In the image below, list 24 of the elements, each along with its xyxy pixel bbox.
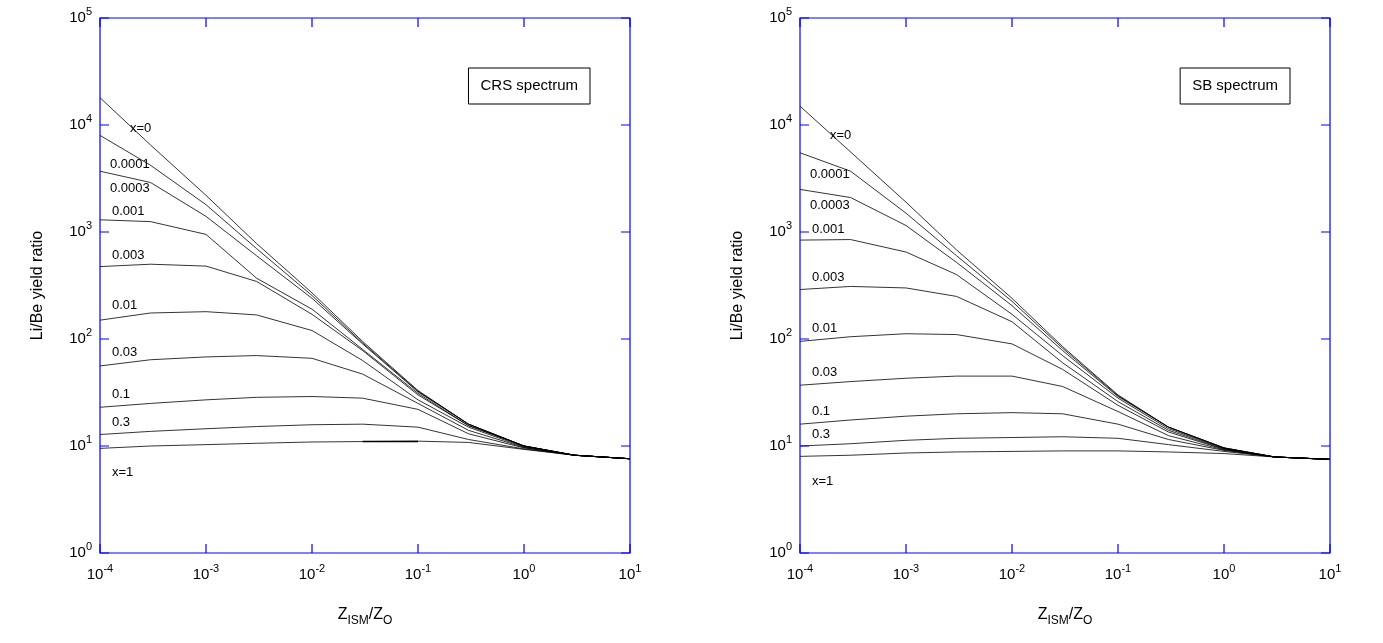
series-label: 0.3 [112,414,131,430]
series-label: 0.001 [112,202,145,218]
series-label: 0.01 [812,320,838,336]
y-axis-title: Li/Be yield ratio [28,230,46,341]
series-label: 0.03 [812,364,838,380]
series-label: 0.0003 [810,196,850,212]
series-label: 0.1 [812,403,831,419]
series-label: x=0 [830,127,852,143]
annotation: SB spectrum [1192,76,1279,94]
series-label: 0.0001 [810,166,850,182]
series-label: 0.3 [812,426,831,442]
series-label: 0.1 [112,386,131,402]
series-label: 0.01 [112,297,138,313]
series-label: 0.0001 [110,155,150,171]
series-label: x=1 [112,464,134,480]
series-label: 0.003 [812,269,845,285]
series-label: x=1 [812,473,834,489]
series-label: 0.03 [112,343,138,359]
series-label: x=0 [130,120,152,136]
series-label: 0.0003 [110,180,150,196]
y-axis-title: Li/Be yield ratio [728,230,746,341]
series-label: 0.003 [112,246,145,262]
series-label: 0.001 [812,221,845,237]
annotation: CRS spectrum [480,76,579,94]
